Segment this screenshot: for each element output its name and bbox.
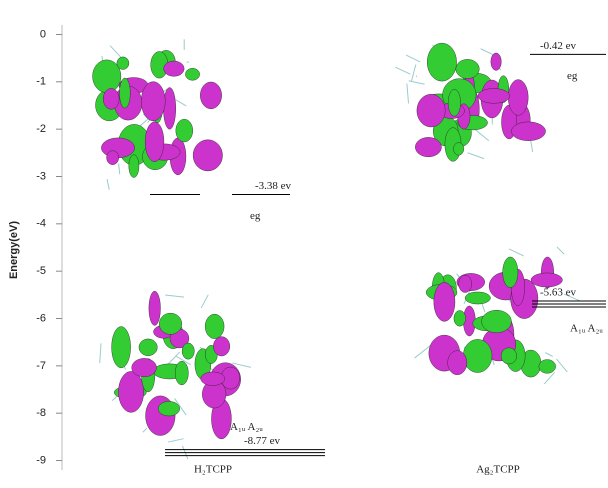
lobe (448, 89, 460, 116)
lobe (434, 282, 455, 321)
lobe (107, 151, 119, 165)
lobe (205, 314, 224, 339)
lobe (164, 61, 184, 76)
lobe (149, 291, 161, 325)
lobe (463, 339, 492, 372)
lobe (158, 401, 179, 416)
lobe (459, 275, 472, 292)
lobe (201, 372, 225, 386)
lobe (129, 155, 139, 178)
lobe (454, 310, 466, 326)
lobe (491, 53, 501, 70)
bond (411, 65, 416, 82)
y-tick-label: -1 (36, 76, 46, 88)
level-value-label: -0.42 ev (540, 40, 577, 52)
lobe (132, 358, 157, 376)
lobe (417, 94, 445, 127)
y-tick-label: -5 (36, 265, 46, 277)
lobe (193, 140, 222, 171)
bond (407, 84, 409, 104)
lobe (159, 313, 182, 334)
bond (143, 428, 147, 432)
bond (168, 439, 183, 442)
bond (186, 62, 188, 63)
y-tick-label: -7 (36, 360, 46, 372)
y-tick-label: -6 (36, 312, 46, 324)
lobe (112, 327, 131, 368)
lobe (118, 371, 143, 412)
lobe (456, 59, 480, 78)
bond (509, 249, 524, 256)
lobe (182, 343, 194, 359)
lobe (176, 119, 193, 142)
lobe (531, 273, 562, 287)
bond (176, 100, 186, 106)
lobe (117, 57, 129, 70)
orbital-images (93, 39, 580, 459)
symmetry-label: eg (567, 70, 578, 82)
y-tick-label: -9 (36, 454, 46, 466)
level-value-label: -5.63 ev (540, 287, 577, 299)
y-tick-label: -8 (36, 407, 46, 419)
molecule-label: H₂TCPP (194, 464, 232, 476)
symmetry-label: eg (250, 210, 261, 222)
lobe (119, 78, 130, 108)
lobe (93, 60, 121, 93)
lobe (427, 43, 456, 81)
lobe (163, 88, 175, 130)
lobe (448, 351, 467, 375)
bond (409, 81, 425, 84)
bond (557, 247, 564, 254)
lobe (175, 361, 188, 385)
y-tick-label: 0 (40, 28, 46, 40)
y-tick-label: -3 (36, 170, 46, 182)
y-tick-label: -4 (36, 218, 46, 230)
lobe (511, 122, 545, 141)
bond (119, 164, 120, 175)
molecule-label: Ag₂TCPP (476, 464, 520, 476)
lobe (539, 360, 556, 374)
y-axis-label: Energy(eV) (8, 221, 20, 279)
bond (100, 343, 101, 363)
bond (406, 55, 420, 62)
symmetry-label: A₁ᵤ A₂ᵤ (570, 323, 603, 335)
lobe (213, 337, 229, 356)
chart: Energy(eV) 0 -1 -2 -3 -4 -5 -6 -7 -8 -9 H₂TCPP Ag₂T… (0, 0, 608, 488)
lobe (103, 88, 119, 109)
bond (544, 372, 554, 384)
bond (468, 153, 484, 159)
lobe (141, 82, 165, 121)
lobe (145, 122, 164, 162)
lobe (453, 143, 463, 156)
lobe (185, 68, 199, 80)
lobe (465, 292, 490, 304)
bond (165, 295, 184, 297)
y-tick-label: -2 (36, 123, 46, 135)
lobe (482, 310, 512, 333)
lobe (139, 339, 157, 356)
lobe (501, 348, 517, 364)
level-value-label: -3.38 ev (255, 180, 292, 192)
level-value-label: -8.77 ev (244, 435, 281, 447)
bond (201, 295, 208, 308)
lobe (415, 137, 441, 156)
lobe (503, 257, 518, 288)
bond (395, 67, 410, 74)
bond (107, 179, 109, 190)
bond (545, 353, 552, 357)
symmetry-label: A₁ᵤ A₂ᵤ (230, 421, 263, 433)
lobe (508, 80, 528, 116)
lobe (200, 82, 221, 109)
lobe (478, 88, 510, 103)
bond (556, 359, 567, 372)
